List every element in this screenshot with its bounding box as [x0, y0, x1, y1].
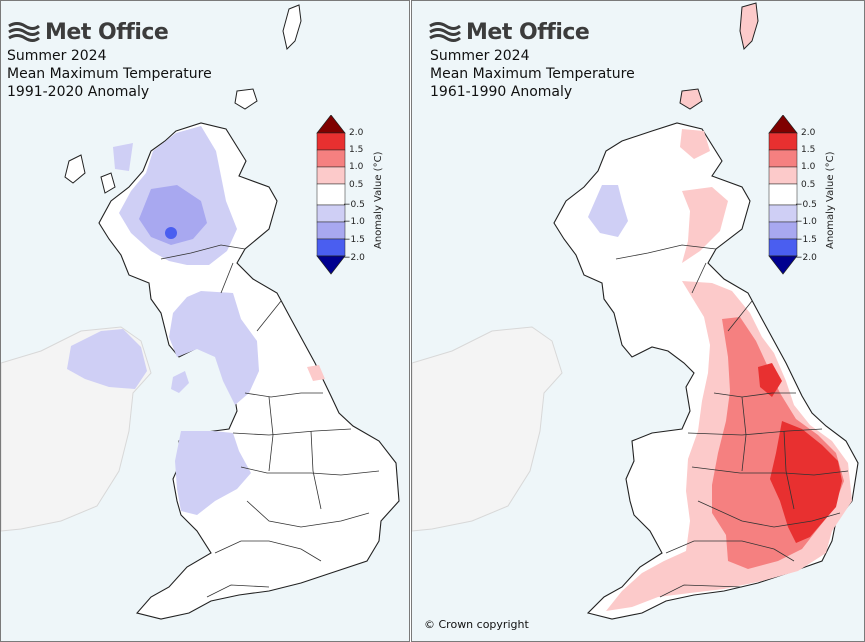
peak-negative-anomaly-area: [165, 227, 177, 239]
met-office-waves-icon: [8, 22, 40, 42]
colorbar-tick: −0.5: [795, 200, 817, 210]
colorbar-tick: −1.0: [343, 217, 365, 227]
title-season: Summer 2024: [430, 48, 530, 64]
colorbar-tick: −2.0: [343, 253, 365, 263]
title-baseline: 1991-2020 Anomaly: [7, 84, 150, 100]
logo-text: Met Office: [466, 19, 590, 45]
title-variable: Mean Maximum Temperature: [7, 66, 212, 82]
strong-positive-anomaly-areas: [758, 363, 842, 543]
met-office-logo: Met Office: [7, 17, 169, 47]
title-baseline: 1961-1990 Anomaly: [430, 84, 573, 100]
uk-anomaly-map: [412, 2, 859, 620]
colorbar-label: Anomaly Value (°C): [373, 151, 384, 249]
colorbar-tick: 1.0: [801, 162, 816, 172]
colorbar-label: Anomaly Value (°C): [825, 151, 836, 249]
colorbar-tick: −1.5: [795, 235, 817, 245]
ireland-landmass: [412, 326, 563, 532]
colorbar-tick: 2.0: [801, 128, 816, 138]
northern-isles: [64, 4, 302, 194]
colorbar-tick: 0.5: [349, 180, 364, 190]
colorbar-tick: −1.0: [795, 217, 817, 227]
positive-anomaly-areas: [307, 365, 325, 381]
colorbar-tick: 1.0: [349, 162, 364, 172]
colorbar-tick: 2.0: [349, 128, 364, 138]
uk-anomaly-map: [1, 4, 400, 620]
colorbar-tick: 1.5: [349, 145, 364, 155]
title-variable: Mean Maximum Temperature: [430, 66, 635, 82]
colorbar: [316, 115, 346, 275]
met-office-logo: Met Office: [428, 17, 590, 47]
region-boundaries: [160, 244, 380, 598]
map-panel-1961-1990: Met Office Summer 2024 Mean Maximum Temp…: [411, 0, 865, 642]
colorbar-tick: −2.0: [795, 253, 817, 263]
title-season: Summer 2024: [7, 48, 107, 64]
colorbar-tick: −0.5: [343, 200, 365, 210]
colorbar-tick: −1.5: [343, 235, 365, 245]
negative-anomaly-areas: [588, 185, 628, 237]
copyright-notice: © Crown copyright: [424, 618, 529, 631]
region-boundaries: [615, 244, 849, 598]
map-panel-1991-2020: Met Office Summer 2024 Mean Maximum Temp…: [0, 0, 410, 642]
met-office-waves-icon: [429, 22, 461, 42]
colorbar-tick: 0.5: [801, 180, 816, 190]
northern-isles: [679, 2, 759, 110]
colorbar-tick: 1.5: [801, 145, 816, 155]
colorbar: [768, 115, 798, 275]
logo-text: Met Office: [45, 19, 169, 45]
strong-negative-anomaly-areas: [139, 185, 207, 245]
